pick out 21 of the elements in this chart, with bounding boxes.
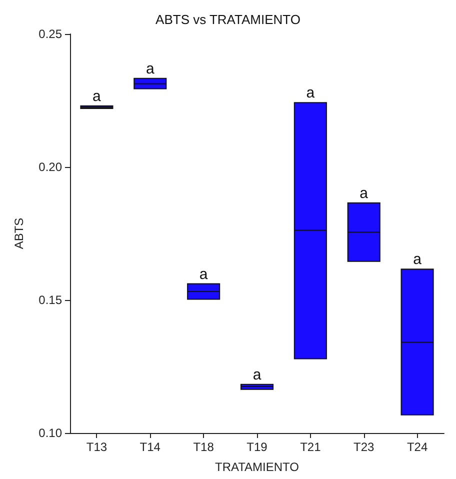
x-tick-label: T24 [406, 440, 428, 454]
x-tick-label: T21 [300, 440, 322, 454]
x-tick-label: T18 [193, 440, 214, 454]
y-tick-label: 0.25 [38, 27, 62, 41]
annotation: a [306, 84, 316, 102]
annotation: a [252, 366, 262, 384]
annotation: a [360, 184, 369, 202]
annotation: a [199, 266, 208, 283]
x-tick-label: T13 [86, 440, 108, 454]
annotation: a [146, 60, 155, 78]
annotation: a [92, 88, 102, 105]
y-axis-title: ABTS [12, 218, 26, 250]
x-axis-title: TRATAMIENTO [215, 460, 299, 474]
y-tick-label: 0.10 [38, 426, 62, 440]
y-tick-label: 0.15 [38, 293, 62, 307]
x-tick-label: T23 [354, 440, 375, 454]
x-tick-label: T19 [246, 440, 268, 454]
y-tick-label: 0.20 [38, 160, 62, 174]
annotation: a [413, 251, 422, 268]
chart-title: ABTS vs TRATAMIENTO [156, 12, 300, 27]
x-tick-label: T14 [140, 440, 161, 454]
